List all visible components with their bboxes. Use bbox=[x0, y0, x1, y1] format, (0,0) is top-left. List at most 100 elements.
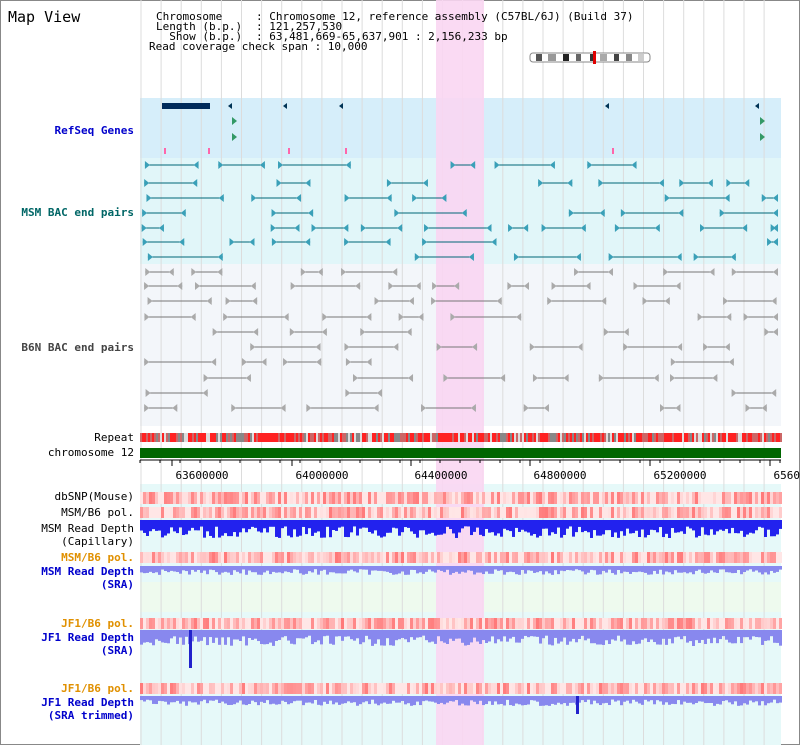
jf1-trim-depth-bar bbox=[287, 696, 290, 705]
msm-b6-pol2-heat-cell bbox=[263, 552, 266, 563]
jf1-sra-depth-bar bbox=[605, 630, 608, 641]
msm-sra-depth-bar bbox=[410, 566, 413, 570]
refseq-gene-arrow[interactable] bbox=[760, 117, 765, 125]
msm-capillary-depth-bar bbox=[578, 520, 581, 527]
msm-bac-end bbox=[679, 179, 685, 187]
jf1-b6-pol-heat-cell bbox=[413, 618, 416, 629]
msm-b6-pol-heat-cell bbox=[191, 507, 194, 518]
dbsnp-heat-cell bbox=[464, 492, 467, 504]
refseq-gene-arrow[interactable] bbox=[760, 133, 765, 141]
msm-b6-pol-heat-cell bbox=[542, 507, 545, 518]
jf1-b6-pol2-heat-cell bbox=[344, 683, 347, 694]
refseq-gene-arrow[interactable] bbox=[232, 133, 237, 141]
repeat-segment bbox=[416, 433, 418, 442]
repeat-segment bbox=[524, 433, 526, 442]
repeat-segment bbox=[358, 433, 360, 442]
jf1-trim-depth-bar bbox=[734, 696, 737, 702]
msm-sra-depth-bar bbox=[140, 566, 143, 573]
msm-sra-depth-bar bbox=[191, 566, 194, 570]
repeat-segment bbox=[584, 433, 586, 442]
repeat-segment bbox=[378, 433, 380, 442]
jf1-b6-pol-heat-cell bbox=[563, 618, 566, 629]
msm-sra-depth-bar bbox=[431, 566, 434, 572]
repeat-segment bbox=[742, 433, 744, 442]
msm-capillary-depth-bar bbox=[209, 520, 212, 536]
msm-sra-depth-bar bbox=[608, 566, 611, 570]
repeat-segment bbox=[738, 433, 740, 442]
jf1-trim-depth-bar bbox=[251, 696, 254, 701]
repeat-segment bbox=[708, 433, 710, 442]
jf1-b6-pol2-heat-cell bbox=[410, 683, 413, 694]
jf1-sra-depth-bar bbox=[191, 630, 194, 642]
refseq-gene-arrow[interactable] bbox=[605, 103, 609, 109]
jf1-b6-pol2-heat-cell bbox=[167, 683, 170, 694]
jf1-b6-pol-heat-cell bbox=[608, 618, 611, 629]
jf1-sra-depth-bar bbox=[368, 630, 371, 640]
msm-b6-pol2-heat-cell bbox=[434, 552, 437, 563]
refseq-gene-arrow[interactable] bbox=[232, 117, 237, 125]
msm-sra-depth-bar bbox=[251, 566, 254, 573]
length-label: Length (b.p.) bbox=[156, 20, 243, 33]
jf1-b6-pol2-heat-cell bbox=[554, 683, 557, 694]
dbsnp-heat-cell bbox=[698, 492, 701, 504]
msm-b6-pol-heat-cell bbox=[419, 507, 422, 518]
msm-b6-pol-heat-cell bbox=[161, 507, 164, 518]
repeat-segment bbox=[212, 433, 214, 442]
repeat-segment bbox=[634, 433, 636, 442]
msm-capillary-depth-bar bbox=[659, 520, 662, 528]
dbsnp-heat-cell bbox=[245, 492, 248, 504]
msm-sra-depth-bar bbox=[368, 566, 371, 575]
msm-sra-depth-bar bbox=[668, 566, 671, 573]
msm-b6-pol2-heat-cell bbox=[560, 552, 563, 563]
jf1-b6-pol-heat-cell bbox=[560, 618, 563, 629]
jf1-b6-pol2-heat-cell bbox=[323, 683, 326, 694]
msm-b6-pol2-heat-cell bbox=[569, 552, 572, 563]
msm-capillary-depth-bar bbox=[704, 520, 707, 535]
jf1-sra-depth-bar bbox=[296, 630, 299, 639]
track-label-b6n-bac[interactable]: B6N BAC end pairs bbox=[21, 341, 134, 354]
repeat-segment bbox=[672, 433, 674, 442]
repeat-segment bbox=[310, 433, 312, 442]
jf1-b6-pol2-heat-cell bbox=[383, 683, 386, 694]
jf1-sra-depth-bar bbox=[686, 630, 689, 643]
jf1-trim-depth-bar bbox=[722, 696, 725, 702]
repeat-segment bbox=[678, 433, 680, 442]
msm-b6-pol2-heat-cell bbox=[686, 552, 689, 563]
repeat-segment bbox=[412, 433, 414, 442]
msm-sra-depth-bar bbox=[473, 566, 476, 575]
track-label-refseq-genes[interactable]: RefSeq Genes bbox=[54, 124, 134, 137]
refseq-gene[interactable] bbox=[162, 103, 210, 109]
repeat-segment bbox=[460, 433, 462, 442]
track-label-msm-bac[interactable]: MSM BAC end pairs bbox=[21, 206, 134, 219]
msm-sra-depth-bar bbox=[458, 566, 461, 574]
jf1-trim-depth-bar bbox=[428, 696, 431, 702]
jf1-b6-pol2-heat-cell bbox=[158, 683, 161, 694]
refseq-gene-arrow[interactable] bbox=[228, 103, 232, 109]
msm-b6-pol-heat-cell bbox=[476, 507, 479, 518]
jf1-trim-depth-bar bbox=[356, 696, 359, 706]
msm-capillary-depth-bar bbox=[722, 520, 725, 531]
msm-sra-depth-bar bbox=[734, 566, 737, 573]
msm-b6-pol2-heat-cell bbox=[407, 552, 410, 563]
jf1-sra-depth-bar bbox=[332, 630, 335, 645]
jf1-sra-depth-bar bbox=[650, 630, 653, 640]
msm-sra-depth-bar bbox=[482, 566, 485, 575]
msm-capillary-depth-bar bbox=[416, 520, 419, 538]
msm-b6-pol2-heat-cell bbox=[683, 552, 686, 563]
jf1-sra-depth-bar bbox=[320, 630, 323, 645]
jf1-b6-pol-heat-cell bbox=[725, 618, 728, 629]
chromosome-bar[interactable] bbox=[140, 448, 781, 458]
jf1-trim-depth-bar bbox=[380, 696, 383, 704]
jf1-b6-pol-heat-cell bbox=[512, 618, 515, 629]
repeat-segment bbox=[318, 433, 320, 442]
refseq-gene-arrow[interactable] bbox=[283, 103, 287, 109]
jf1-trim-depth-bar bbox=[551, 696, 554, 704]
refseq-gene-arrow[interactable] bbox=[755, 103, 759, 109]
msm-sra-depth-bar bbox=[386, 566, 389, 572]
jf1-sra-depth-bar bbox=[446, 630, 449, 644]
jf1-b6-pol2-heat-cell bbox=[728, 683, 731, 694]
b6n-bac-end bbox=[408, 374, 414, 382]
refseq-gene-arrow[interactable] bbox=[339, 103, 343, 109]
msm-b6-pol-heat-cell bbox=[311, 507, 314, 518]
